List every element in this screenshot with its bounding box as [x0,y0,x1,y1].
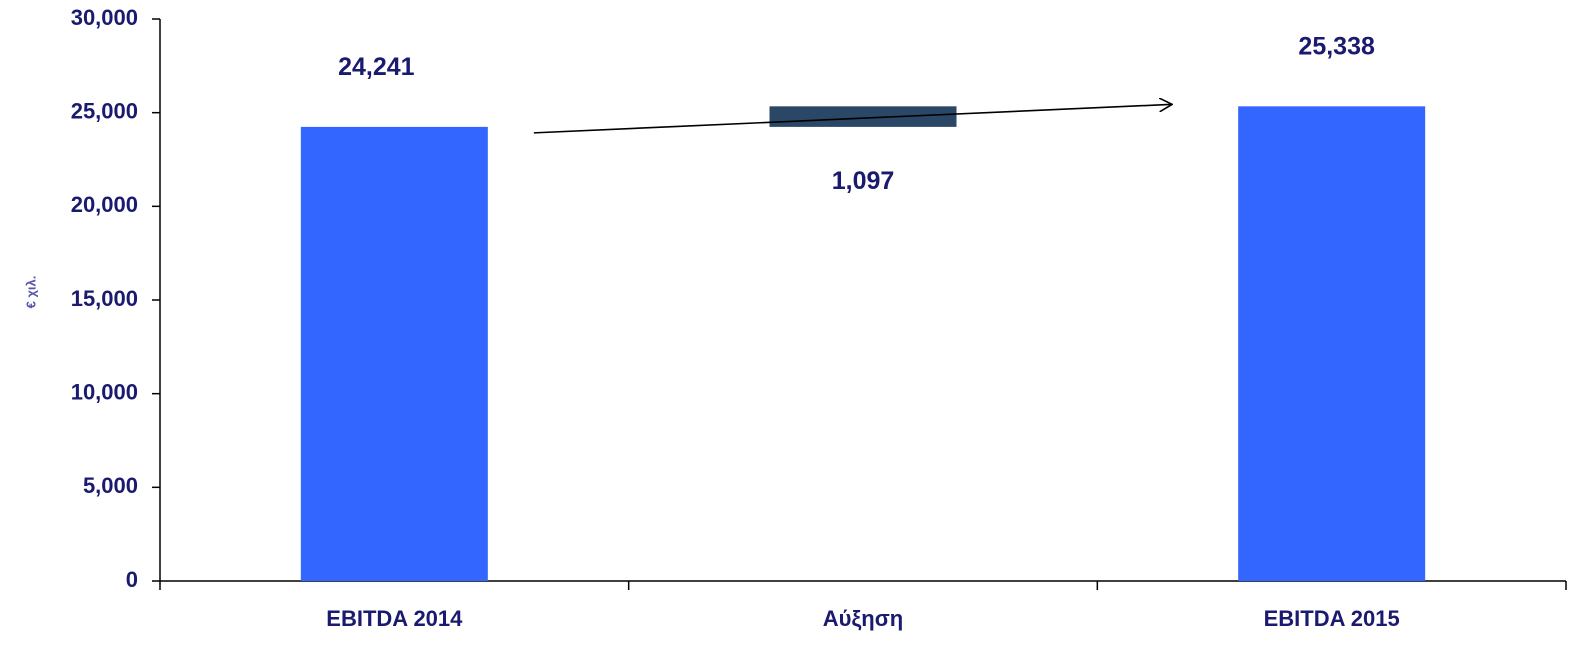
x-tick-label: Αύξηση [823,606,903,631]
bar [1238,106,1426,581]
axes-layer: 0 5,000 10,000 15,000 20,000 25,000 30,000 EBIT… [71,5,1567,631]
data-label: 1,097 [832,167,895,195]
change-arrow [533,104,1172,134]
x-tick-label: EBITDA 2014 [326,606,463,631]
y-tick-label: 10,000 [71,379,138,404]
y-tick-label: 0 [126,567,138,592]
arrow-layer [533,104,1172,134]
data-label: 25,338 [1298,32,1375,60]
y-tick-label: 25,000 [71,98,138,123]
y-tick-label: 20,000 [71,192,138,217]
bars-layer [300,106,1426,582]
bar [300,126,488,582]
labels-layer: 24,241 1,097 25,338 [338,32,1375,195]
y-tick-label: 5,000 [83,473,138,498]
y-tick-label: 15,000 [71,286,138,311]
x-tick-label: EBITDA 2015 [1264,606,1400,631]
y-tick-label: 30,000 [71,5,138,30]
data-label: 24,241 [338,53,415,81]
y-axis-label: € χιλ. [23,276,38,309]
bar [769,106,957,127]
y-axis-label-container: € χιλ. [23,276,38,309]
